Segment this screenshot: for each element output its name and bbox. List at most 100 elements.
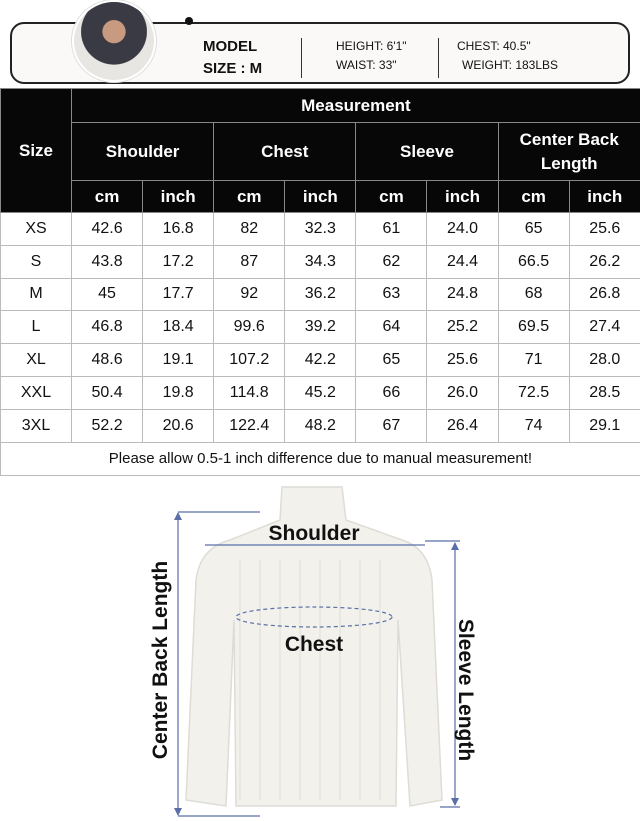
measurement-cell: 26.0 (426, 375, 499, 410)
measurement-cell: 43.8 (70, 244, 144, 279)
model-title: MODEL (203, 38, 258, 55)
measurement-cell: 24.0 (426, 212, 499, 246)
sweater-diagram: Shoulder Chest Center Back Length Sleeve… (149, 486, 477, 817)
measurement-cell: 28.0 (568, 343, 640, 377)
column-header: Center Back Length (497, 122, 640, 181)
column-header: Shoulder (70, 122, 215, 181)
measurement-cell: 42.2 (284, 343, 357, 377)
arrow-up-icon (451, 542, 459, 550)
measurement-cell: 71 (497, 343, 570, 377)
column-header: Sleeve (355, 122, 499, 181)
model-chest: CHEST: 40.5" (457, 39, 531, 53)
unit-header: inch (568, 180, 640, 213)
size-cell: M (0, 277, 72, 312)
table-row: XXL 50.4 19.8 114.8 45.2 66 26.0 72.5 28.5 (0, 375, 640, 410)
model-height: HEIGHT: 6'1" (336, 39, 407, 53)
footer-note: Please allow 0.5-1 inch difference due t… (0, 441, 640, 476)
measurement-cell: 36.2 (284, 277, 357, 312)
measurement-cell: 65 (497, 212, 570, 246)
measurement-cell: 50.4 (70, 375, 144, 410)
measurement-cell: 52.2 (70, 408, 144, 443)
size-cell: XS (0, 212, 72, 246)
model-waist: WAIST: 33" (336, 58, 397, 72)
measurement-cell: 64 (355, 310, 428, 345)
divider (301, 38, 302, 78)
measurement-cell: 39.2 (284, 310, 357, 345)
table-row: XL 48.6 19.1 107.2 42.2 65 25.6 71 28.0 (0, 343, 640, 377)
arrow-down-icon (174, 808, 182, 816)
measurement-cell: 20.6 (142, 408, 215, 443)
size-cell: L (0, 310, 72, 345)
size-cell: XL (0, 343, 72, 377)
unit-header: inch (284, 180, 357, 213)
size-cell: S (0, 244, 72, 279)
measurement-cell: 45 (70, 277, 144, 312)
measurement-cell: 82 (213, 212, 286, 246)
size-chart-table: Size Measurement Shoulder Chest Sleeve Ce… (0, 88, 640, 476)
measurement-cell: 48.6 (70, 343, 144, 377)
unit-header: cm (70, 180, 144, 213)
divider (438, 38, 439, 78)
chest-ellipse (235, 606, 393, 628)
measurement-cell: 107.2 (213, 343, 286, 377)
measurement-cell: 122.4 (213, 408, 286, 443)
measurement-cell: 65 (355, 343, 428, 377)
measurement-cell: 67 (355, 408, 428, 443)
arrow-up-icon (174, 512, 182, 520)
measurement-cell: 24.8 (426, 277, 499, 312)
size-cell: 3XL (0, 408, 72, 443)
model-weight: WEIGHT: 183LBS (462, 58, 559, 72)
measurement-cell: 19.1 (142, 343, 215, 377)
table-row: M 45 17.7 92 36.2 63 24.8 68 26.8 (0, 277, 640, 312)
measurement-cell: 66.5 (497, 244, 570, 279)
measurement-cell: 99.6 (213, 310, 286, 345)
model-stats-2: CHEST: 40.5" WEIGHT: 183LBS (457, 37, 558, 75)
measurement-cell: 48.2 (284, 408, 357, 443)
measurement-cell: 92 (213, 277, 286, 312)
table-row: L 46.8 18.4 99.6 39.2 64 25.2 69.5 27.4 (0, 310, 640, 345)
measurement-cell: 17.7 (142, 277, 215, 312)
table-row: 3XL 52.2 20.6 122.4 48.2 67 26.4 74 29.1 (0, 408, 640, 443)
measurement-cell: 16.8 (142, 212, 215, 246)
measurement-cell: 45.2 (284, 375, 357, 410)
measurement-cell: 68 (497, 277, 570, 312)
measurement-cell: 26.4 (426, 408, 499, 443)
measurement-cell: 72.5 (497, 375, 570, 410)
measurement-cell: 63 (355, 277, 428, 312)
measurement-header: Measurement (71, 88, 640, 123)
column-header: Chest (213, 122, 357, 181)
table-row: XS 42.6 16.8 82 32.3 61 24.0 65 25.6 (0, 212, 640, 246)
measurement-cell: 87 (213, 244, 286, 279)
unit-header: cm (355, 180, 428, 213)
measurement-cell: 32.3 (284, 212, 357, 246)
model-label: MODEL SIZE : M (203, 36, 262, 80)
measurement-cell: 69.5 (497, 310, 570, 345)
measurement-cell: 46.8 (70, 310, 144, 345)
chest-label: Chest (285, 633, 343, 656)
measurement-cell: 19.8 (142, 375, 215, 410)
measurement-cell: 29.1 (568, 408, 640, 443)
measurement-cell: 17.2 (142, 244, 215, 279)
table-row: S 43.8 17.2 87 34.3 62 24.4 66.5 26.2 (0, 244, 640, 279)
model-avatar (72, 0, 156, 82)
measurement-cell: 27.4 (568, 310, 640, 345)
banner-dot (185, 17, 193, 25)
measurement-cell: 66 (355, 375, 428, 410)
measurement-cell: 18.4 (142, 310, 215, 345)
measurement-cell: 42.6 (70, 212, 144, 246)
measurement-cell: 62 (355, 244, 428, 279)
size-header: Size (0, 88, 72, 213)
sleeve-length-label: Sleeve Length (454, 619, 477, 761)
measurement-cell: 25.2 (426, 310, 499, 345)
unit-header: inch (426, 180, 499, 213)
unit-header: cm (213, 180, 286, 213)
arrow-down-icon (451, 798, 459, 806)
model-size: SIZE : M (203, 60, 263, 77)
model-stats-1: HEIGHT: 6'1" WAIST: 33" (336, 37, 407, 75)
unit-header: cm (497, 180, 570, 213)
shoulder-label: Shoulder (268, 522, 359, 545)
measurement-cell: 74 (497, 408, 570, 443)
measurement-cell: 26.2 (568, 244, 640, 279)
measurement-cell: 24.4 (426, 244, 499, 279)
measurement-cell: 25.6 (426, 343, 499, 377)
